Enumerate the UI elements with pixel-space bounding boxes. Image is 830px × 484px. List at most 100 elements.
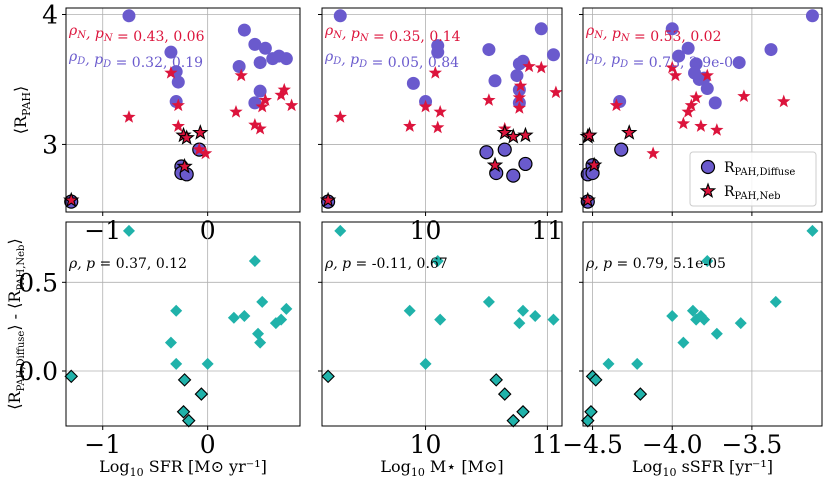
data-point-star-edge [585, 156, 603, 173]
data-point-diamond-edge [506, 413, 521, 428]
data-point-star-edge [319, 191, 337, 208]
data-point-star [277, 82, 291, 96]
correlation-annotation: ρN, pN = 0.53, 0.02 [585, 23, 721, 45]
data-point-star [694, 119, 708, 132]
data-point-star [248, 117, 262, 131]
data-point-diamond-edge [581, 413, 595, 428]
data-point-diamond [248, 255, 261, 268]
data-point-diamond-edge [489, 373, 503, 387]
data-point-star [710, 123, 724, 136]
data-point-diamond [482, 295, 495, 308]
data-point-diamond-edge [516, 405, 530, 419]
data-point-star-edge [192, 124, 209, 140]
correlation-annotation: ρ, p = -0.11, 0.67 [324, 256, 448, 272]
data-point-circle [700, 82, 714, 96]
panel-bottom-left: −1 0 0.0 0.5 ρ, p = 0.37, 0.12 Log10 SFR [M⊙ … [5, 221, 301, 479]
data-point-star [681, 104, 695, 118]
data-point-star [284, 98, 299, 112]
data-point-circle-edge [479, 145, 494, 160]
data-point-circle [237, 23, 251, 37]
data-point-circle [764, 43, 778, 57]
y-tick-label: 3 [42, 130, 58, 159]
data-point-circle [482, 43, 496, 57]
data-point-circle-edge [506, 168, 521, 183]
correlation-annotation: ρ, p = 0.37, 0.12 [68, 256, 187, 272]
data-point-diamond [677, 336, 690, 349]
legend-marker-star [699, 182, 717, 198]
y-axis-label: ⟨RPAH,Diffuse⟩ - ⟨RPAH,Neb⟩ [5, 238, 27, 409]
data-point-diamond [769, 295, 782, 308]
data-point-diamond [252, 327, 265, 340]
data-point-star [403, 119, 417, 132]
data-point-circle [122, 9, 136, 23]
data-point-diamond [334, 224, 347, 237]
data-point-star [512, 90, 527, 104]
data-point-star [676, 116, 691, 130]
data-point-diamond [806, 224, 819, 237]
axes-frame [65, 7, 301, 213]
data-point-star [689, 90, 703, 104]
axes-frame [65, 221, 301, 427]
x-axis-label: Log10 sSFR [yr⁻¹] [632, 457, 773, 479]
x-tick-label: −3.5 [722, 430, 783, 459]
data-point-diamond [710, 327, 723, 340]
data-point-star [258, 93, 273, 106]
data-point-star [482, 93, 496, 106]
data-point-diamond [403, 304, 416, 317]
data-point-diamond-edge [633, 387, 648, 401]
data-point-diamond [701, 255, 714, 268]
data-point-star [665, 60, 679, 74]
data-point-diamond [280, 302, 293, 315]
data-point-star-edge [178, 129, 195, 145]
data-point-star [333, 110, 347, 123]
data-point-star-edge [486, 156, 504, 173]
axes-frame [582, 7, 823, 213]
x-axis-label: Log10 SFR [M⊙ yr⁻¹] [99, 457, 267, 479]
data-point-star [646, 146, 660, 160]
data-point-circle [708, 96, 722, 110]
data-point-circle [805, 9, 819, 23]
data-point-diamond [170, 304, 183, 317]
data-point-diamond [547, 313, 560, 326]
data-point-circle [672, 49, 686, 63]
legend-marker-circle [700, 159, 716, 175]
legend: RPAH,Diffuse RPAH,Neb [689, 151, 817, 207]
x-tick-label: 0 [200, 430, 216, 459]
data-point-diamond [254, 336, 267, 349]
data-point-star [433, 104, 447, 118]
data-point-star [549, 85, 563, 99]
data-point-star [171, 119, 185, 132]
data-point-star-edge [517, 126, 534, 143]
data-point-circle [232, 59, 246, 73]
data-point-diamond-edge [588, 373, 603, 387]
y-tick-label: 4 [42, 0, 58, 29]
data-point-diamond [631, 357, 644, 370]
x-tick-label: 11 [531, 430, 563, 459]
data-point-star [255, 99, 269, 113]
y-tick-label: 0.5 [18, 268, 58, 297]
correlation-annotation: ρD, pD = 0.05, 0.84 [324, 49, 459, 71]
data-point-diamond [256, 295, 269, 308]
y-axis-label: ⟨RPAH⟩ [11, 86, 33, 134]
data-point-diamond-edge [64, 369, 79, 384]
data-point-circle [171, 75, 185, 89]
y-tick-label: 0.0 [18, 357, 58, 386]
x-tick-label: 10 [410, 430, 442, 459]
data-point-diamond [170, 357, 183, 370]
data-point-diamond [227, 311, 240, 324]
data-point-circle [534, 22, 548, 36]
data-point-star-edge [621, 124, 638, 140]
data-point-star [234, 68, 248, 82]
data-point-star [431, 120, 445, 134]
data-point-star [700, 68, 714, 82]
data-point-star [192, 142, 206, 156]
axes-frame [321, 7, 563, 213]
data-point-star-edge [176, 157, 193, 174]
data-point-circle [732, 56, 746, 70]
data-point-diamond [686, 304, 699, 317]
data-point-star [171, 98, 185, 112]
data-point-diamond [666, 310, 679, 323]
axes-frame [321, 221, 563, 427]
data-point-diamond-edge [181, 413, 196, 428]
